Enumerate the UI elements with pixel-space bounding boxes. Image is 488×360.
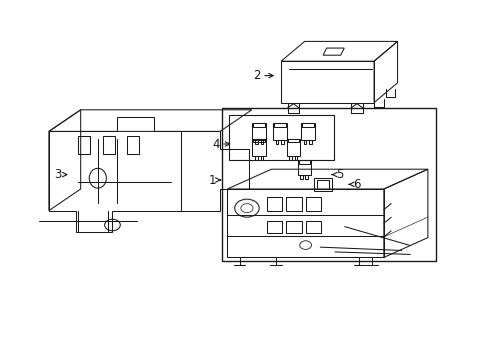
Bar xyxy=(300,175,302,179)
Bar xyxy=(313,178,331,191)
Text: 2: 2 xyxy=(253,69,261,82)
Bar xyxy=(286,139,300,156)
Bar xyxy=(301,123,314,140)
Bar xyxy=(281,140,283,144)
Bar xyxy=(309,140,311,144)
Bar xyxy=(316,180,328,189)
Bar xyxy=(305,197,321,211)
Bar xyxy=(252,123,265,140)
Bar xyxy=(302,123,313,127)
Text: 4: 4 xyxy=(212,138,220,150)
Bar xyxy=(252,139,265,156)
Bar xyxy=(260,156,263,160)
Bar xyxy=(287,139,299,143)
Bar xyxy=(294,156,297,160)
Text: 5: 5 xyxy=(335,168,343,181)
Text: 6: 6 xyxy=(352,178,360,191)
Bar xyxy=(304,140,306,144)
Bar xyxy=(253,123,264,127)
Bar xyxy=(228,115,333,160)
Bar xyxy=(266,197,282,211)
Bar xyxy=(221,108,435,261)
Bar xyxy=(102,136,115,154)
Text: 3: 3 xyxy=(54,168,61,181)
Bar xyxy=(275,140,278,144)
Bar xyxy=(266,221,282,233)
Text: 1: 1 xyxy=(208,174,216,186)
Bar xyxy=(253,139,264,143)
Bar xyxy=(127,136,139,154)
Bar xyxy=(285,221,301,233)
Bar xyxy=(285,197,301,211)
Bar xyxy=(305,175,307,179)
Bar xyxy=(298,160,309,163)
Bar xyxy=(297,160,310,175)
Bar xyxy=(305,221,321,233)
Bar xyxy=(272,123,286,140)
Bar xyxy=(78,136,90,154)
Bar xyxy=(289,156,291,160)
Bar xyxy=(273,123,285,127)
Bar xyxy=(255,140,257,144)
Bar xyxy=(260,140,263,144)
Bar xyxy=(255,156,257,160)
